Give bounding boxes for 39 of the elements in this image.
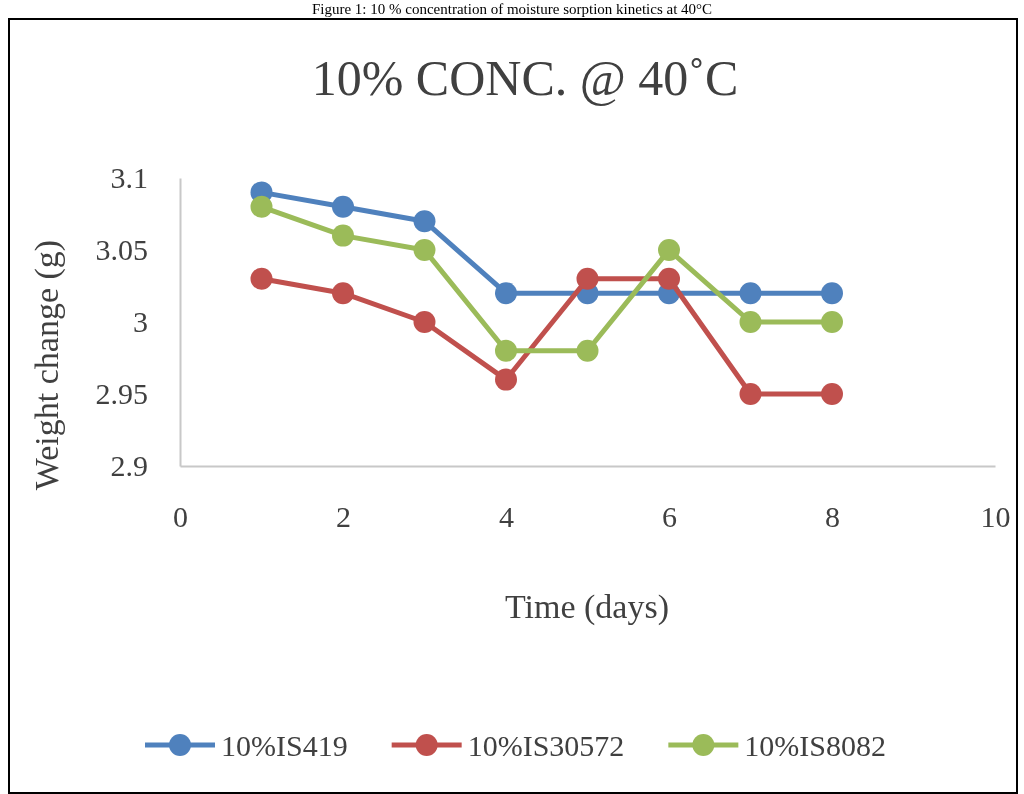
y-tick-label: 3	[133, 305, 148, 339]
caption: Figure 1: 10 % concentration of moisture sorption kinetics at 40°C	[311, 1, 713, 17]
x-tick-label: 4	[499, 500, 514, 534]
point	[739, 311, 762, 333]
point	[658, 239, 680, 261]
point	[332, 195, 354, 218]
y-tick-label: 2.9	[110, 449, 148, 483]
point	[821, 282, 843, 305]
point	[739, 282, 762, 305]
x-tick-label: 2	[336, 500, 351, 534]
point	[413, 239, 436, 261]
legend-label: 10%IS30572	[467, 729, 625, 762]
point	[576, 339, 599, 362]
y-tick-label: 3.1	[110, 161, 148, 195]
point	[332, 282, 354, 305]
x-tick-label: 0	[173, 500, 188, 534]
legend-label: 10%IS8082	[744, 729, 887, 762]
x-tick-label: 10	[980, 500, 1011, 534]
point	[821, 383, 843, 405]
point	[739, 383, 762, 405]
point	[332, 224, 354, 247]
point	[413, 210, 436, 233]
chart-title: 10% CONC. @ 40˚C	[311, 50, 739, 106]
point	[658, 267, 680, 290]
y-tick-label: 3.05	[95, 233, 148, 267]
x-tick-label: 8	[825, 500, 840, 534]
point	[576, 267, 599, 290]
point	[495, 282, 517, 305]
x-axis-title: Time (days)	[504, 588, 670, 626]
point	[821, 311, 843, 333]
y-tick-label: 2.95	[95, 377, 148, 411]
legend-label: 10%IS419	[221, 729, 348, 762]
y-axis-title: Weight change (g)	[28, 239, 66, 491]
point	[495, 368, 517, 391]
point	[413, 311, 436, 333]
point	[250, 267, 273, 290]
x-tick-label: 6	[662, 500, 677, 534]
point	[250, 195, 273, 218]
point	[495, 339, 517, 362]
